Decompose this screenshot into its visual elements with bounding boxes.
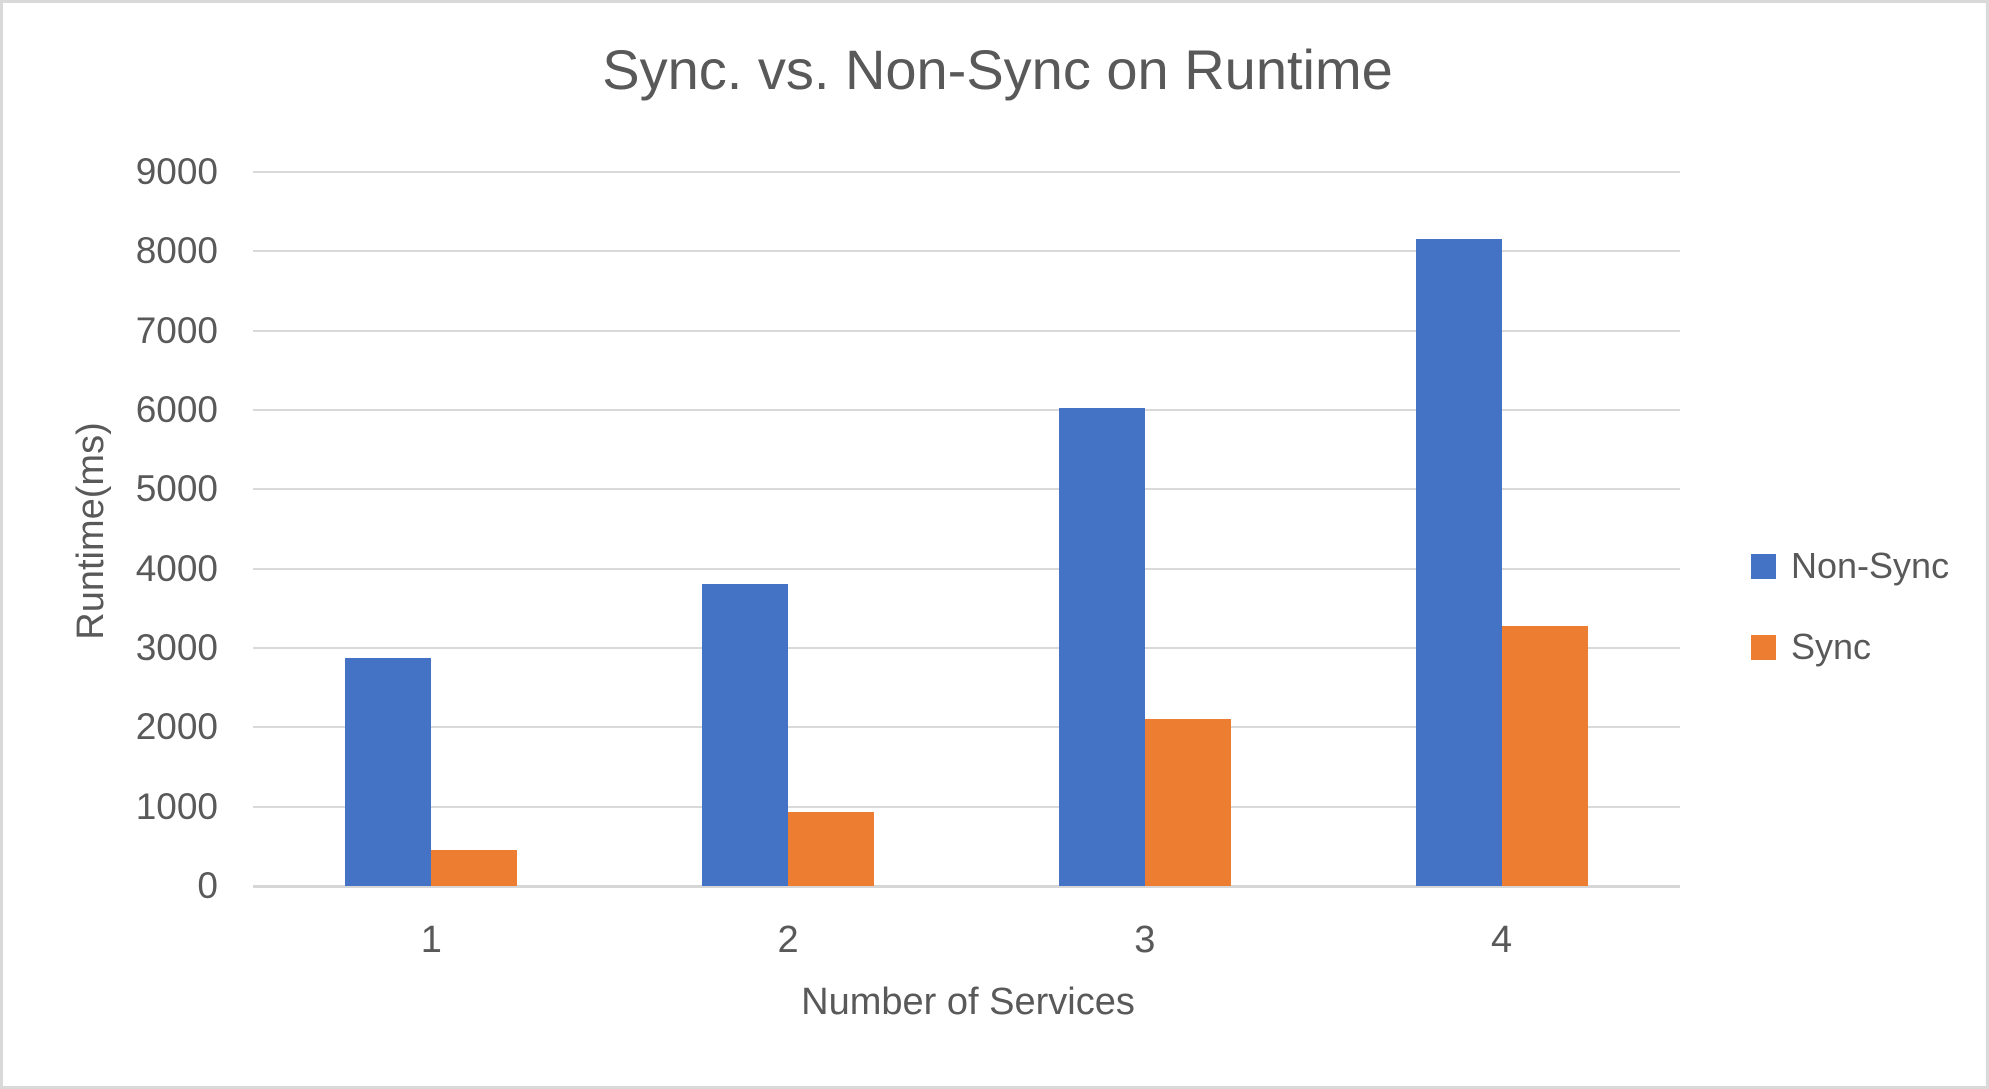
legend-swatch-non-sync	[1751, 553, 1776, 579]
legend-swatch-sync	[1751, 634, 1776, 660]
x-axis-line	[253, 884, 1680, 888]
gridline-1000	[253, 805, 1680, 808]
gridline-7000	[253, 329, 1680, 332]
y-tick-label-2000: 2000	[135, 706, 218, 748]
x-axis-title: Number of Services	[801, 981, 1135, 1023]
bar-non-sync-cat4	[1415, 238, 1502, 886]
gridline-4000	[253, 567, 1680, 570]
gridline-8000	[253, 250, 1680, 253]
bar-non-sync-cat3	[1058, 408, 1145, 886]
bar-non-sync-cat1	[345, 657, 432, 886]
chart-title: Sync. vs. Non-Sync on Runtime	[602, 38, 1393, 101]
bar-sync-cat3	[1144, 719, 1231, 886]
y-tick-label-5000: 5000	[135, 468, 218, 510]
gridline-6000	[253, 409, 1680, 411]
y-tick-label-3000: 3000	[135, 627, 218, 668]
y-tick-label-0: 0	[197, 865, 218, 906]
gridline-9000	[253, 171, 1680, 173]
gridline-5000	[253, 488, 1680, 491]
bar-non-sync-cat2	[702, 583, 789, 886]
y-tick-label-1000: 1000	[135, 785, 218, 827]
y-tick-label-9000: 9000	[135, 151, 218, 192]
legend-item-non-sync: Non-Sync	[1751, 545, 1950, 586]
gridline-2000	[253, 726, 1680, 729]
legend-label: Sync	[1791, 626, 1872, 667]
legend-item-sync: Sync	[1751, 626, 1872, 667]
x-tick-label-2: 2	[777, 919, 799, 961]
y-tick-label-8000: 8000	[135, 230, 218, 272]
bar-sync-cat4	[1501, 625, 1588, 886]
gridline-3000	[253, 647, 1680, 649]
y-tick-label-4000: 4000	[135, 547, 218, 589]
y-tick-label-7000: 7000	[135, 309, 218, 351]
bar-sync-cat2	[788, 812, 875, 886]
y-tick-label-6000: 6000	[135, 389, 218, 430]
legend-label: Non-Sync	[1791, 545, 1950, 586]
bar-sync-cat1	[431, 849, 518, 886]
x-tick-label-4: 4	[1491, 919, 1513, 961]
x-tick-label-1: 1	[420, 919, 442, 961]
x-tick-label-3: 3	[1134, 919, 1156, 961]
